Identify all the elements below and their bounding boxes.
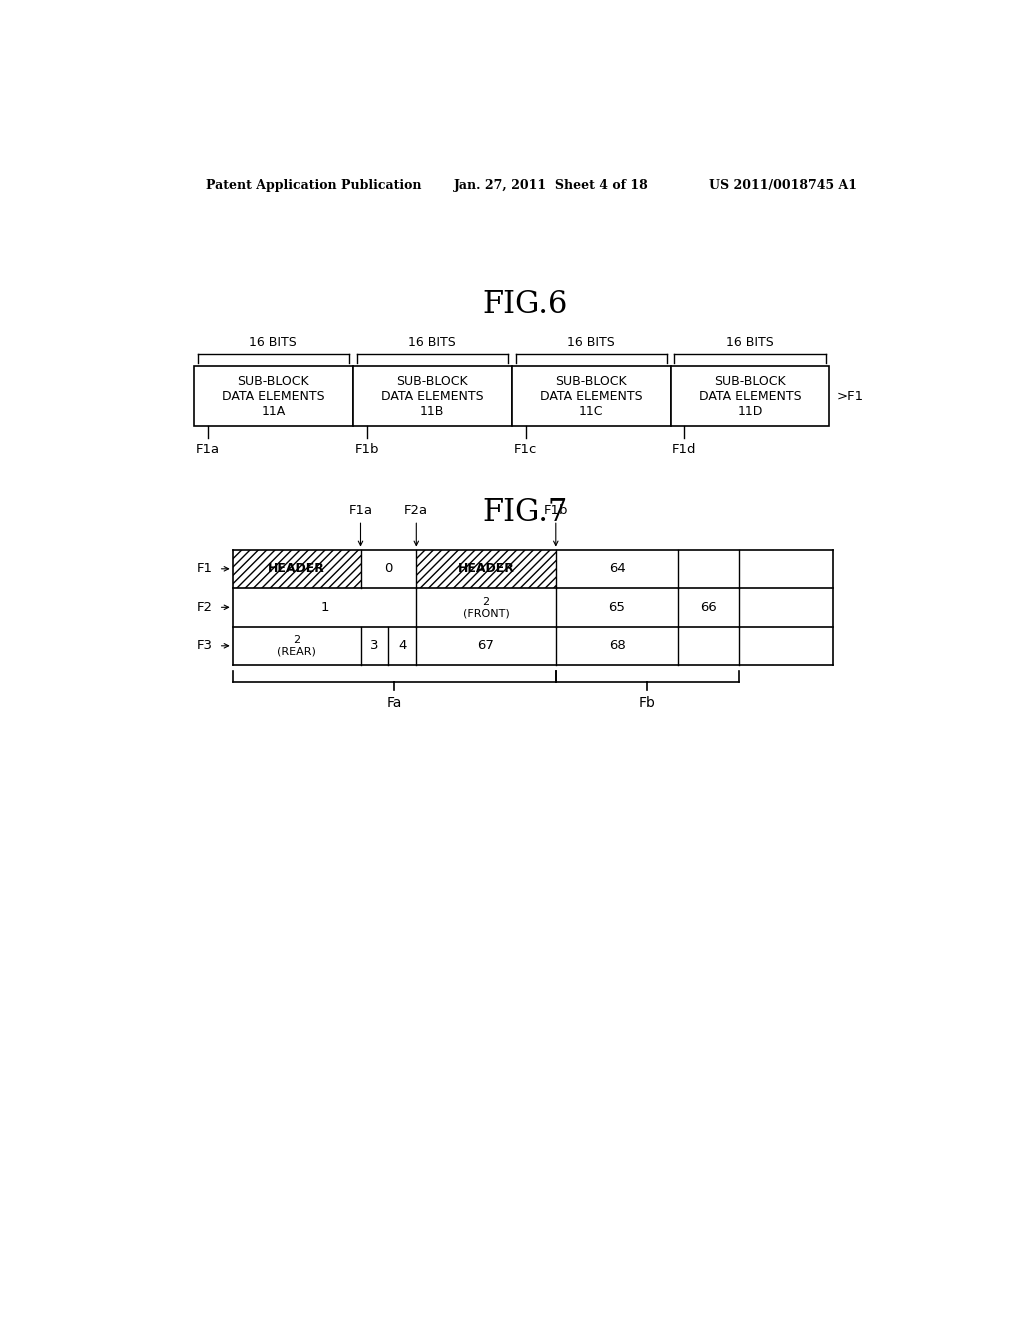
Text: SUB-BLOCK
DATA ELEMENTS
11A: SUB-BLOCK DATA ELEMENTS 11A — [222, 375, 325, 418]
Text: HEADER: HEADER — [458, 562, 514, 576]
Bar — [512, 367, 671, 426]
Bar — [671, 367, 829, 426]
Bar — [232, 549, 360, 589]
Bar — [417, 549, 556, 589]
Text: Fb: Fb — [639, 696, 655, 710]
Text: F2: F2 — [198, 601, 213, 614]
Text: 64: 64 — [608, 562, 626, 576]
Text: US 2011/0018745 A1: US 2011/0018745 A1 — [710, 178, 857, 191]
Text: Jan. 27, 2011  Sheet 4 of 18: Jan. 27, 2011 Sheet 4 of 18 — [454, 178, 648, 191]
Text: F1b: F1b — [544, 504, 568, 517]
Text: 68: 68 — [608, 639, 626, 652]
Text: 65: 65 — [608, 601, 626, 614]
Text: F3: F3 — [198, 639, 213, 652]
Text: Fa: Fa — [386, 696, 401, 710]
Text: 2
(REAR): 2 (REAR) — [278, 635, 316, 656]
Text: 4: 4 — [398, 639, 407, 652]
Text: F1c: F1c — [514, 444, 538, 457]
Text: FIG.6: FIG.6 — [482, 289, 567, 321]
Text: SUB-BLOCK
DATA ELEMENTS
11B: SUB-BLOCK DATA ELEMENTS 11B — [381, 375, 483, 418]
Text: 66: 66 — [700, 601, 717, 614]
Text: 0: 0 — [384, 562, 392, 576]
Text: F1b: F1b — [354, 444, 379, 457]
Text: SUB-BLOCK
DATA ELEMENTS
11D: SUB-BLOCK DATA ELEMENTS 11D — [698, 375, 801, 418]
Text: SUB-BLOCK
DATA ELEMENTS
11C: SUB-BLOCK DATA ELEMENTS 11C — [540, 375, 642, 418]
Text: 16 BITS: 16 BITS — [726, 337, 774, 350]
Text: 2
(FRONT): 2 (FRONT) — [463, 597, 509, 618]
Bar — [352, 367, 512, 426]
Text: 16 BITS: 16 BITS — [409, 337, 456, 350]
Text: Patent Application Publication: Patent Application Publication — [206, 178, 421, 191]
Text: 1: 1 — [321, 601, 329, 614]
Text: F2a: F2a — [404, 504, 428, 517]
Text: >F1: >F1 — [838, 389, 864, 403]
Text: F1d: F1d — [672, 444, 696, 457]
Text: HEADER: HEADER — [268, 562, 325, 576]
Text: 3: 3 — [371, 639, 379, 652]
Bar — [194, 367, 352, 426]
Text: F1: F1 — [198, 562, 213, 576]
Text: 67: 67 — [477, 639, 495, 652]
Text: F1a: F1a — [348, 504, 373, 517]
Text: FIG.7: FIG.7 — [482, 498, 567, 528]
Text: F1a: F1a — [196, 444, 220, 457]
Text: 16 BITS: 16 BITS — [567, 337, 615, 350]
Text: 16 BITS: 16 BITS — [250, 337, 297, 350]
